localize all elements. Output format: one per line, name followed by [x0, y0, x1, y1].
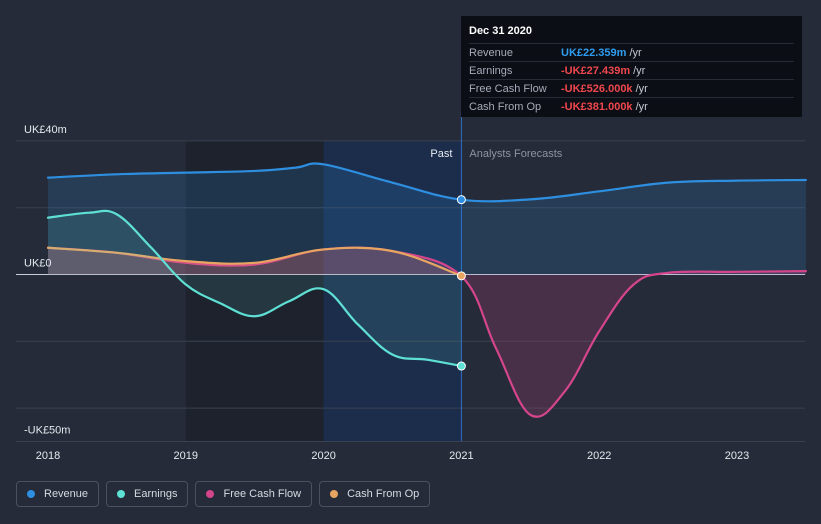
x-tick-label: 2022 — [587, 450, 611, 462]
y-tick-label: UK£0 — [24, 258, 52, 270]
earnings-dot-icon — [117, 490, 126, 498]
past-shade-2019 — [185, 141, 324, 441]
revenue-line — [46, 162, 807, 203]
cash-from-op-area — [48, 247, 462, 276]
cash-from-op-line — [46, 246, 463, 277]
x-tick-label: 2020 — [311, 450, 335, 462]
forecast-label: Analysts Forecasts — [469, 148, 562, 160]
legend-label: Free Cash Flow — [223, 488, 302, 500]
tooltip-value: -UK£381.000k — [561, 100, 633, 113]
x-tick-label: 2023 — [725, 450, 749, 462]
x-tick-label: 2021 — [449, 450, 473, 462]
tooltip-value: UK£22.359m — [561, 46, 627, 59]
tooltip-unit: /yr — [633, 64, 646, 77]
tooltip-unit: /yr — [635, 82, 648, 95]
legend-item-revenue[interactable]: Revenue — [16, 481, 100, 507]
tooltip-date: Dec 31 2020 — [469, 25, 532, 37]
revenue-dot-icon — [27, 490, 35, 498]
free-cash-flow-dot-icon — [206, 490, 215, 498]
earnings-line — [46, 209, 463, 368]
tooltip-label: Cash From Op — [469, 100, 542, 113]
earnings-area — [48, 210, 462, 367]
tooltip-unit: /yr — [635, 100, 648, 113]
revenue-marker — [456, 195, 466, 205]
legend: Revenue Earnings Free Cash Flow Cash Fro… — [16, 481, 431, 507]
earnings-marker — [456, 361, 466, 371]
tooltip-row-cash-from-op: Cash From Op -UK£381.000k /yr — [469, 97, 794, 115]
free-cash-flow-area — [48, 247, 806, 417]
y-tick-label: -UK£50m — [24, 425, 70, 437]
revenue-area — [48, 163, 806, 275]
tooltip-row-free-cash-flow: Free Cash Flow -UK£526.000k /yr — [469, 79, 794, 97]
legend-label: Earnings — [134, 488, 178, 500]
tooltip-value: -UK£526.000k — [561, 82, 633, 95]
tooltip: Dec 31 2020 Revenue UK£22.359m /yr Earni… — [461, 16, 802, 117]
past-label: Past — [430, 148, 452, 160]
tooltip-label: Earnings — [469, 64, 513, 77]
tooltip-unit: /yr — [629, 46, 642, 59]
x-tick-label: 2018 — [36, 450, 60, 462]
legend-item-earnings[interactable]: Earnings — [106, 481, 189, 507]
legend-item-free-cash-flow[interactable]: Free Cash Flow — [195, 481, 313, 507]
legend-item-cash-from-op[interactable]: Cash From Op — [319, 481, 431, 507]
tooltip-label: Free Cash Flow — [469, 82, 547, 95]
tooltip-row-revenue: Revenue UK£22.359m /yr — [469, 43, 794, 61]
x-tick-label: 2019 — [174, 450, 198, 462]
cash-from-op-marker — [456, 271, 466, 281]
free-cash-flow-line — [46, 246, 807, 418]
legend-label: Revenue — [44, 488, 89, 500]
past-shade-2020 — [323, 141, 462, 441]
legend-label: Cash From Op — [347, 488, 420, 500]
tooltip-row-earnings: Earnings -UK£27.439m /yr — [469, 61, 794, 79]
y-tick-label: UK£40m — [24, 124, 67, 136]
tooltip-label: Revenue — [469, 46, 514, 59]
cash-from-op-dot-icon — [330, 490, 339, 498]
tooltip-value: -UK£27.439m — [561, 64, 631, 77]
